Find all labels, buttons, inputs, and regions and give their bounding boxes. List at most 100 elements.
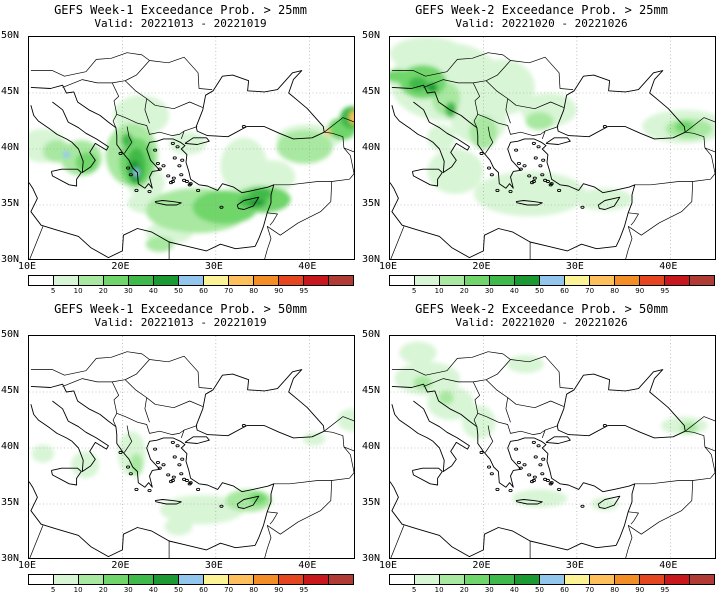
longitude-label: 10E [379,261,398,272]
latitude-label: 50N [362,329,381,340]
island [602,424,607,428]
colorbar-tick-label: 10 [73,287,83,295]
probability-area [340,106,354,129]
island [188,481,193,485]
colorbar [389,574,715,585]
island [196,188,201,192]
longitude-label: 40E [659,261,678,272]
probability-shading [29,95,354,252]
country-border [390,525,405,558]
island [557,487,562,491]
island [161,463,166,467]
latitude-label: 35N [362,497,381,508]
coastline [391,400,470,472]
probability-shading [390,37,715,217]
island [580,504,585,508]
island [536,145,541,149]
latitude-label: 40N [362,441,381,452]
country-border [634,131,715,186]
country-border [485,126,494,154]
country-border [180,429,185,439]
colorbar-swatch [129,276,154,285]
colorbar-tick-label: 50 [534,586,544,594]
colorbar [28,275,354,286]
colorbar-swatch [279,276,304,285]
country-border [343,147,354,153]
panel-week1-50mm: GEFS Week-1 Exceedance Prob. > 50mm Vali… [0,299,361,598]
probability-area [438,390,454,405]
colorbar-swatch [440,276,465,285]
coastline [391,383,636,546]
longitude-label: 30E [204,261,223,272]
latitude-label: 30N [1,254,20,265]
island [155,461,160,465]
country-border [391,351,504,376]
colorbar-swatch [79,276,104,285]
colorbar-swatch [304,575,329,584]
probability-area [349,110,354,125]
graticule [29,336,354,558]
colorbar-swatch [665,575,690,584]
island [549,182,554,186]
coastline [390,481,617,558]
colorbar-swatch [390,276,415,285]
coastline [236,495,260,509]
country-border [112,114,118,128]
island [602,125,607,129]
coastline [30,84,275,247]
latitude-label: 45N [362,86,381,97]
country-border [323,416,354,432]
island [168,181,174,185]
island [155,162,160,166]
coastline [30,101,109,173]
graticule [390,37,715,259]
longitude-label: 20E [472,261,491,272]
country-border [628,480,694,535]
colorbar-swatch [179,575,204,584]
island [516,162,521,166]
probability-area [525,112,554,130]
country-border [423,79,559,136]
colorbar-swatch [615,276,640,285]
map-canvas [390,336,715,558]
probability-area [71,451,100,479]
island [508,190,513,194]
coastline [515,200,543,206]
island [533,455,538,459]
colorbar-tick-label: 60 [199,287,208,295]
country-border [264,226,272,259]
island [118,450,123,455]
island [170,141,175,145]
colorbar-swatch [229,276,254,285]
country-border [628,511,639,525]
longitude-label: 30E [565,560,584,571]
colorbar-swatch [440,575,465,584]
coastline [154,499,182,505]
island [516,461,521,465]
country-border [473,114,479,128]
colorbar-tick-label: 40 [509,287,519,295]
map-frame [28,335,355,559]
colorbar-swatch [590,276,615,285]
country-border [505,397,511,423]
colorbar-swatch [254,276,279,285]
colorbar [28,574,354,585]
colorbar-swatch [204,276,229,285]
country-border [29,226,44,259]
probability-area [576,188,633,211]
country-border [267,480,333,535]
island [166,473,171,477]
island [157,167,162,171]
probability-area [474,171,587,217]
probability-area [145,236,174,252]
island [179,173,184,177]
island [541,457,546,461]
island [175,145,180,149]
coastline [30,383,275,546]
latitude-label: 30N [362,254,381,265]
colorbar-tick-label: 10 [434,586,444,594]
latitude-label: 40N [362,142,381,153]
country-border [144,98,150,124]
country-border [267,181,333,236]
probability-area [248,199,264,207]
